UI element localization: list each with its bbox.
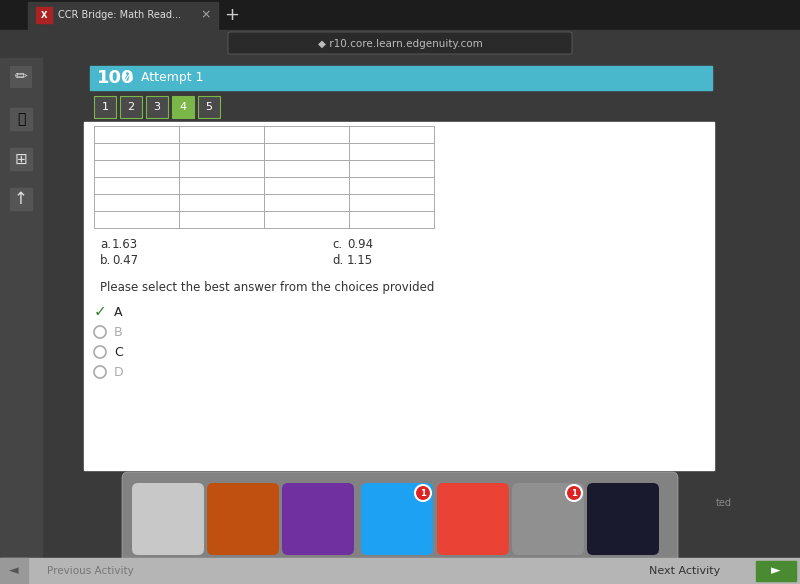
Bar <box>349 211 434 228</box>
Bar <box>0 58 42 584</box>
Bar <box>146 96 168 118</box>
Text: A: A <box>114 305 122 318</box>
FancyBboxPatch shape <box>361 483 433 555</box>
Bar <box>10 66 32 88</box>
Bar <box>349 160 434 177</box>
Text: 100: 100 <box>97 69 134 87</box>
Bar <box>0 30 800 58</box>
Circle shape <box>94 346 106 358</box>
Bar <box>90 66 712 90</box>
Text: +: + <box>225 6 239 24</box>
Text: %: % <box>122 73 133 83</box>
Bar <box>264 194 349 211</box>
Text: 🎧: 🎧 <box>17 112 25 126</box>
Text: Next Activity: Next Activity <box>649 566 720 576</box>
FancyBboxPatch shape <box>207 483 279 555</box>
Text: ✏: ✏ <box>14 69 27 85</box>
Bar <box>179 194 264 211</box>
Bar <box>179 126 264 143</box>
Bar <box>28 2 218 30</box>
Text: D: D <box>114 366 124 378</box>
FancyBboxPatch shape <box>122 472 678 566</box>
FancyBboxPatch shape <box>132 483 204 555</box>
Text: Please select the best answer from the choices provided: Please select the best answer from the c… <box>100 281 434 294</box>
Bar <box>264 126 349 143</box>
Circle shape <box>415 485 431 501</box>
Bar <box>179 211 264 228</box>
Bar <box>94 211 179 228</box>
Text: B: B <box>114 325 122 339</box>
Circle shape <box>566 485 582 501</box>
Text: 5: 5 <box>206 102 213 112</box>
Text: d.: d. <box>332 253 343 266</box>
Bar <box>264 211 349 228</box>
Text: ✓: ✓ <box>94 304 106 319</box>
FancyBboxPatch shape <box>228 32 572 54</box>
Bar <box>94 177 179 194</box>
Bar <box>94 126 179 143</box>
Text: ►: ► <box>771 565 781 578</box>
Bar <box>0 558 28 584</box>
Bar <box>10 188 32 210</box>
Text: c.: c. <box>332 238 342 252</box>
Text: C: C <box>114 346 122 359</box>
Text: Previous Activity: Previous Activity <box>46 566 134 576</box>
Text: CCR Bridge: Math Read...: CCR Bridge: Math Read... <box>58 10 181 20</box>
Bar <box>172 96 194 118</box>
Text: ◄: ◄ <box>9 565 19 578</box>
Text: ×: × <box>201 9 211 22</box>
Bar <box>756 561 796 581</box>
Bar <box>120 96 142 118</box>
Text: 1: 1 <box>571 488 577 498</box>
Bar <box>198 96 220 118</box>
FancyBboxPatch shape <box>587 483 659 555</box>
Circle shape <box>94 326 106 338</box>
FancyBboxPatch shape <box>437 483 509 555</box>
Text: Attempt 1: Attempt 1 <box>133 71 203 85</box>
Text: 3: 3 <box>154 102 161 112</box>
Text: ↑: ↑ <box>14 190 28 208</box>
Text: X: X <box>41 11 47 19</box>
Text: 1.15: 1.15 <box>347 253 373 266</box>
Bar <box>10 148 32 170</box>
Bar <box>94 194 179 211</box>
Bar <box>264 160 349 177</box>
Bar <box>84 122 714 470</box>
Text: a.: a. <box>100 238 111 252</box>
Bar <box>264 177 349 194</box>
Text: ted: ted <box>716 498 732 508</box>
Bar <box>0 558 800 584</box>
FancyBboxPatch shape <box>282 483 354 555</box>
Bar <box>349 143 434 160</box>
Text: ⊞: ⊞ <box>14 151 27 166</box>
Text: 0.47: 0.47 <box>112 253 138 266</box>
Bar <box>179 160 264 177</box>
Bar <box>349 177 434 194</box>
Bar <box>94 143 179 160</box>
Bar <box>36 7 52 23</box>
Text: 1.63: 1.63 <box>112 238 138 252</box>
Text: 1: 1 <box>420 488 426 498</box>
Bar <box>94 160 179 177</box>
Text: ◆ r10.core.learn.edgenuity.com: ◆ r10.core.learn.edgenuity.com <box>318 39 482 49</box>
Bar <box>0 0 800 30</box>
Text: 4: 4 <box>179 102 186 112</box>
Text: 2: 2 <box>127 102 134 112</box>
Circle shape <box>94 366 106 378</box>
Text: 1: 1 <box>102 102 109 112</box>
Bar <box>179 143 264 160</box>
Text: 0.94: 0.94 <box>347 238 373 252</box>
FancyBboxPatch shape <box>512 483 584 555</box>
Bar <box>349 194 434 211</box>
Bar <box>179 177 264 194</box>
Text: b.: b. <box>100 253 111 266</box>
Bar <box>264 143 349 160</box>
Bar <box>10 108 32 130</box>
Bar <box>349 126 434 143</box>
Bar <box>94 96 116 118</box>
